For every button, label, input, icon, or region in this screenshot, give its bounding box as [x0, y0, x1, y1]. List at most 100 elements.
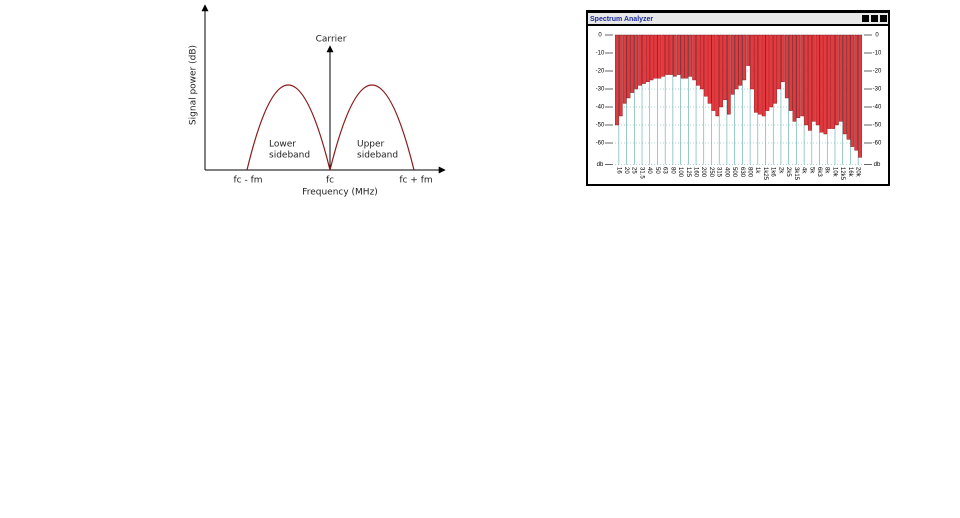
bar: [680, 34, 685, 79]
x-tick-label: 8k: [824, 167, 830, 174]
y-tick-label-right: -60: [873, 141, 882, 147]
y-tick-label: -20: [596, 69, 605, 75]
x-axis-title: Frequency (MHz): [302, 188, 378, 198]
y-tick-label-right: -40: [873, 105, 882, 111]
x-tick-label: 20: [623, 167, 629, 174]
x-tick-label: 3k15: [793, 167, 799, 181]
bar: [634, 34, 639, 90]
sideband-diagram: Carrier Lower sideband Upper sideband fc…: [189, 4, 446, 198]
bar: [835, 34, 839, 126]
minimize-button[interactable]: [862, 15, 869, 22]
y-axis-title: Signal power (dB): [189, 45, 199, 125]
bar: [854, 34, 859, 151]
bar: [703, 34, 708, 97]
y-tick-label: -60: [596, 141, 605, 147]
x-tick-label: 1k6: [770, 167, 776, 177]
upper-label: Upper: [357, 140, 385, 150]
x-tick-label: 16k: [847, 167, 853, 178]
bar: [742, 34, 747, 81]
bar: [696, 34, 700, 86]
x-tick-label: 40: [646, 167, 652, 174]
bar: [715, 34, 720, 117]
window-title: Spectrum Analyzer: [590, 16, 653, 23]
bar: [792, 34, 797, 122]
bar: [653, 34, 658, 79]
x-tick-label: 80: [669, 167, 675, 174]
x-tick-label: 20k: [855, 167, 861, 178]
bar: [669, 34, 673, 75]
bar: [823, 34, 828, 135]
carrier-label: Carrier: [316, 35, 347, 45]
bar: [777, 34, 781, 90]
bar: [784, 34, 789, 99]
x-tick-label: 2k5: [785, 167, 791, 177]
maximize-button[interactable]: [871, 15, 878, 22]
bar: [734, 34, 739, 90]
bar: [773, 34, 777, 104]
x-tick-label: 125: [685, 167, 691, 178]
bar: [827, 34, 832, 129]
y-tick-label-right: 0: [875, 33, 879, 39]
y-tick-label-right: db: [874, 162, 881, 168]
bar: [750, 34, 754, 90]
y-tick-label: -50: [596, 123, 605, 129]
x-tick-label: 1k: [754, 167, 760, 174]
bar: [626, 34, 631, 99]
bar: [754, 34, 758, 113]
bar: [850, 34, 855, 147]
bar: [688, 34, 693, 77]
x-label: fc: [326, 176, 334, 186]
x-tick-label: 12k5: [839, 167, 845, 181]
bar: [769, 34, 774, 108]
bar: [719, 34, 723, 108]
lower-label: sideband: [269, 151, 310, 161]
y-tick-label: 0: [598, 33, 602, 39]
bar: [842, 34, 847, 135]
y-tick-label-right: -50: [873, 123, 882, 129]
x-tick-label: 5k: [808, 167, 814, 174]
bar: [738, 34, 743, 86]
bar: [815, 34, 820, 126]
y-tick-label-right: -30: [873, 87, 882, 93]
bar: [788, 34, 793, 111]
bar: [684, 34, 689, 79]
x-tick-label: 4k: [801, 167, 807, 174]
x-tick-label: 315: [716, 167, 722, 178]
close-button[interactable]: [880, 15, 887, 22]
bar: [723, 34, 727, 101]
bar: [781, 34, 785, 82]
x-tick-label: 10k: [831, 167, 837, 178]
bar: [746, 34, 750, 66]
y-tick-label-right: -10: [873, 51, 882, 57]
x-tick-label: 16: [615, 167, 621, 174]
x-tick-label: 400: [723, 167, 729, 178]
bar: [707, 34, 712, 104]
lower-lobe: [246, 84, 331, 171]
x-tick-label: 630: [739, 167, 745, 178]
bar: [846, 34, 851, 140]
x-tick-label: 160: [692, 167, 698, 178]
bar: [804, 34, 808, 126]
title-bar: [588, 13, 888, 24]
y-tick-label: db: [597, 162, 604, 168]
bar: [638, 34, 642, 86]
x-tick-label: 1k25: [762, 167, 768, 181]
y-tick-label-right: -20: [873, 69, 882, 75]
x-tick-label: 50: [654, 167, 660, 174]
y-tick-label: -10: [596, 51, 605, 57]
upper-lobe: [329, 84, 415, 171]
bar: [657, 34, 662, 79]
y-tick-label: -30: [596, 87, 605, 93]
x-tick-label: 250: [708, 167, 714, 178]
bar: [642, 34, 646, 84]
bar: [665, 34, 669, 75]
bar: [661, 34, 666, 77]
bar: [727, 34, 731, 115]
bar: [819, 34, 824, 133]
bar: [757, 34, 762, 115]
bar: [730, 34, 735, 95]
x-tick-label: 6k3: [816, 167, 822, 177]
upper-label: sideband: [357, 151, 398, 161]
